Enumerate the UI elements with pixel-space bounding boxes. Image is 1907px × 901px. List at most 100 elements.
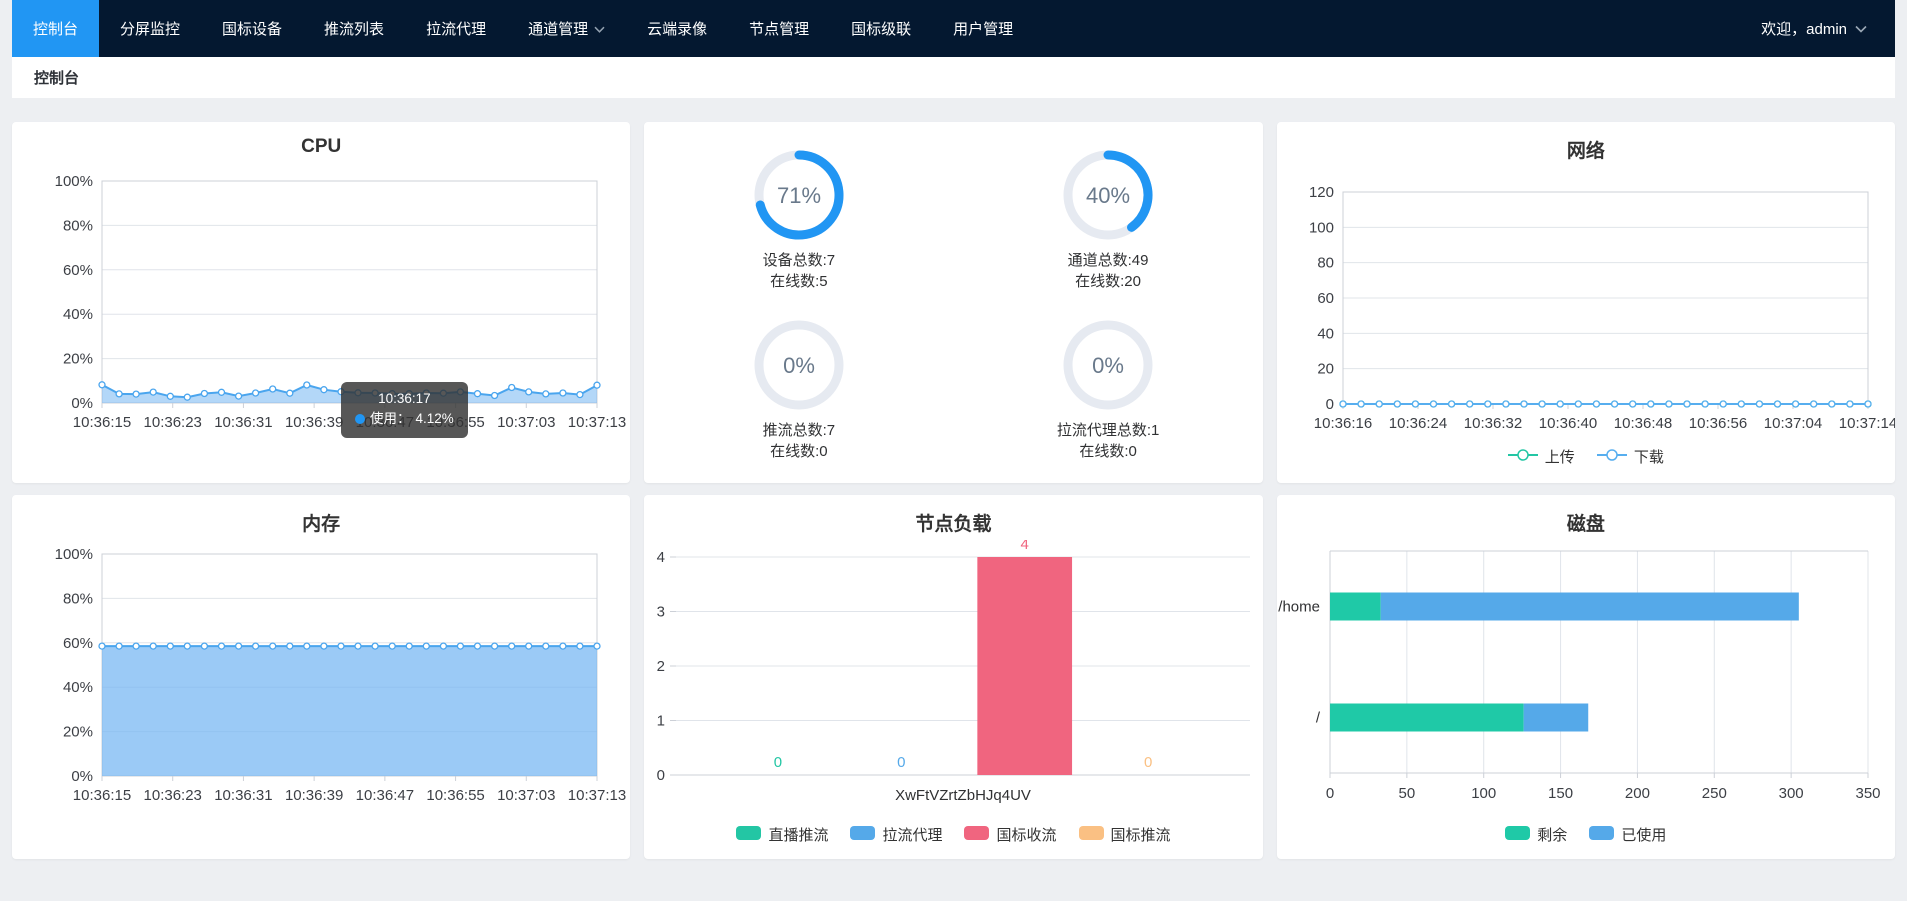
legend-item[interactable]: 直播推流: [736, 824, 828, 845]
nav-tab[interactable]: 节点管理: [728, 0, 830, 57]
nav-tab-label: 用户管理: [953, 21, 1014, 38]
nav-tab[interactable]: 拉流代理: [405, 0, 507, 57]
panel-disk: 磁盘 0 50 100 150 200 250 300 350/home / 剩余 已使用: [1276, 495, 1895, 859]
nav-tab[interactable]: 分屏监控: [99, 0, 201, 57]
legend-label: 国标推流: [1110, 827, 1171, 844]
svg-text:71%: 71%: [777, 183, 821, 208]
legend-item[interactable]: 已使用: [1589, 824, 1666, 845]
legend-label: 剩余: [1537, 827, 1568, 844]
svg-text:60%: 60%: [63, 635, 93, 652]
svg-text:0%: 0%: [71, 395, 93, 412]
nav-tab[interactable]: 用户管理: [932, 0, 1034, 57]
gauge: 40% 通道总数:49 在线数:20: [953, 134, 1262, 305]
network-chart[interactable]: 0 20 40 60 80 100 120 10:36:16 10:36:24 10:36:32 1…: [1277, 167, 1895, 442]
nav-tab[interactable]: 推流列表: [303, 0, 405, 57]
user-menu[interactable]: 欢迎，admin: [1761, 0, 1895, 57]
svg-text:0: 0: [657, 767, 665, 784]
legend-label: 下载: [1633, 449, 1664, 466]
legend-item[interactable]: 上传: [1507, 446, 1575, 467]
svg-text:10:36:48: 10:36:48: [1613, 415, 1671, 432]
legend-item[interactable]: 国标推流: [1078, 824, 1171, 845]
node-load-legend: 直播推流 拉流代理 国标收流 国标推流: [644, 824, 1262, 845]
legend-label: 国标收流: [996, 827, 1057, 844]
legend-swatch-icon: [736, 825, 762, 844]
nav-tab[interactable]: 国标级联: [830, 0, 932, 57]
breadcrumb-bar: 控制台: [12, 57, 1895, 98]
gauge-caption: 拉流代理总数:1 在线数:0: [1056, 422, 1160, 461]
svg-text:0: 0: [1144, 754, 1152, 771]
nav-tab[interactable]: 云端录像: [626, 0, 728, 57]
svg-text:0: 0: [774, 754, 782, 771]
legend-item[interactable]: 国标收流: [964, 824, 1057, 845]
svg-text:20%: 20%: [63, 724, 93, 741]
svg-text:50: 50: [1398, 785, 1415, 802]
svg-text:120: 120: [1309, 184, 1334, 201]
nav-tab-label: 国标设备: [222, 21, 283, 38]
svg-text:300: 300: [1778, 785, 1803, 802]
svg-text:80%: 80%: [63, 590, 93, 607]
legend-line-marker-icon: [1507, 448, 1538, 466]
legend-label: 上传: [1544, 449, 1575, 466]
node-load-chart[interactable]: 0 1 2 3 4 0 0 4 0 XwFtVZrtZbHJq4UV: [644, 536, 1262, 820]
network-title: 网络: [1566, 141, 1605, 162]
panel-overview-gauges: 71% 设备总数:7 在线数:5 40% 通道总数:49 在线数:20 0% 推流总数:7 在线…: [644, 122, 1263, 483]
gauge-caption: 设备总数:7 在线数:5: [762, 251, 836, 290]
cpu-title: CPU: [301, 136, 342, 157]
svg-text:250: 250: [1701, 785, 1726, 802]
svg-text:0: 0: [1325, 396, 1333, 413]
legend-item[interactable]: 剩余: [1505, 824, 1567, 845]
svg-text:2: 2: [657, 658, 665, 675]
svg-text:200: 200: [1625, 785, 1650, 802]
svg-text:40: 40: [1317, 325, 1334, 342]
svg-text:80: 80: [1317, 255, 1334, 272]
svg-text:0: 0: [1325, 785, 1333, 802]
panel-memory: 内存 0% 20% 40% 60% 80% 100% 10:36:15 10:36:23 10:…: [12, 495, 631, 859]
svg-text:XwFtVZrtZbHJq4UV: XwFtVZrtZbHJq4UV: [895, 787, 1031, 804]
nav-tab[interactable]: 通道管理: [507, 0, 626, 57]
nav-tab-label: 分屏监控: [120, 21, 181, 38]
nav-tab-label: 控制台: [33, 21, 79, 38]
legend-label: 直播推流: [768, 827, 829, 844]
svg-text:10:36:55: 10:36:55: [426, 787, 484, 804]
svg-text:60: 60: [1317, 290, 1334, 307]
memory-chart[interactable]: 0% 20% 40% 60% 80% 100% 10:36:15 10:36:23 10:36:…: [12, 540, 630, 855]
svg-text:10:36:31: 10:36:31: [214, 414, 272, 431]
svg-text:100%: 100%: [55, 173, 93, 190]
disk-legend: 剩余 已使用: [1277, 824, 1895, 845]
svg-text:10:37:14: 10:37:14: [1838, 415, 1894, 432]
svg-text:10:36:16: 10:36:16: [1313, 415, 1371, 432]
svg-text:60%: 60%: [63, 262, 93, 279]
memory-title: 内存: [302, 514, 341, 535]
svg-text:10:37:03: 10:37:03: [497, 787, 555, 804]
gauge: 71% 设备总数:7 在线数:5: [644, 134, 953, 305]
nav-tab-label: 节点管理: [749, 21, 810, 38]
svg-text:4: 4: [1021, 540, 1029, 553]
welcome-text: 欢迎，admin: [1761, 21, 1847, 38]
svg-text:150: 150: [1548, 785, 1573, 802]
nav-tab-label: 通道管理: [528, 21, 589, 38]
svg-text:80%: 80%: [63, 217, 93, 234]
svg-text:/home: /home: [1278, 599, 1320, 616]
cpu-chart[interactable]: 0% 20% 40% 60% 80% 100% 10:36:15 10:36:23 10:36:…: [12, 167, 630, 482]
svg-text:100%: 100%: [55, 546, 93, 563]
svg-text:10:36:40: 10:36:40: [1538, 415, 1596, 432]
legend-item[interactable]: 拉流代理: [850, 824, 942, 845]
gauge: 0% 推流总数:7 在线数:0: [644, 305, 953, 476]
nav-tab[interactable]: 控制台: [12, 0, 100, 57]
svg-text:20: 20: [1317, 361, 1334, 378]
legend-item[interactable]: 下载: [1596, 446, 1664, 467]
svg-text:40%: 40%: [63, 679, 93, 696]
svg-text:0%: 0%: [783, 353, 815, 378]
svg-text:350: 350: [1855, 785, 1880, 802]
svg-text:0%: 0%: [1092, 353, 1124, 378]
nav-tab[interactable]: 国标设备: [201, 0, 303, 57]
chevron-down-icon: [594, 20, 605, 37]
disk-chart[interactable]: 0 50 100 150 200 250 300 350/home /: [1277, 540, 1895, 820]
gauges-grid: 71% 设备总数:7 在线数:5 40% 通道总数:49 在线数:20 0% 推流总数:7 在线…: [644, 122, 1262, 483]
chevron-down-icon: [1855, 20, 1867, 37]
svg-text:10:37:13: 10:37:13: [568, 414, 626, 431]
gauge-caption: 通道总数:49 在线数:20: [1067, 251, 1149, 290]
svg-text:1: 1: [657, 713, 665, 730]
nav-tab-label: 推流列表: [324, 21, 385, 38]
legend-swatch-icon: [1505, 825, 1531, 844]
